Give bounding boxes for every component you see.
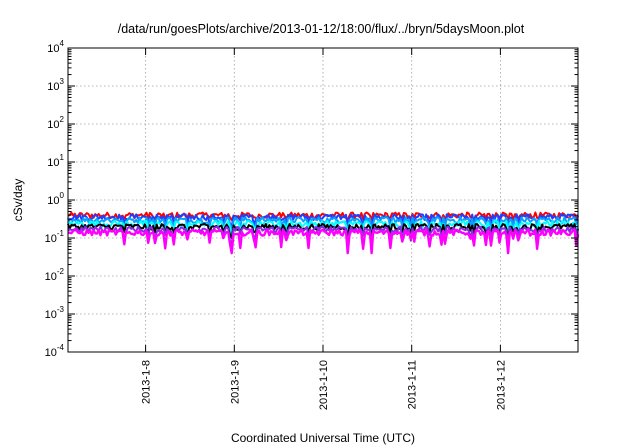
y-tick-label: 10-4 [45, 343, 65, 359]
x-tick-label: 2013-1-9 [229, 360, 241, 404]
y-tick-exponent: 4 [60, 39, 65, 48]
chart-title: /data/run/goesPlots/archive/2013-01-12/1… [118, 22, 525, 36]
y-tick-label: 104 [47, 39, 64, 55]
y-axis-label: cSv/day [11, 179, 25, 222]
x-tick-label: 2013-1-12 [495, 360, 507, 410]
series-layer [67, 211, 580, 255]
y-tick-exponent: -2 [57, 267, 65, 276]
x-tick-label: 2013-1-8 [141, 360, 153, 404]
y-tick-exponent: 2 [60, 115, 65, 124]
x-axis-label: Coordinated Universal Time (UTC) [231, 431, 415, 445]
y-tick-label: 100 [47, 191, 64, 207]
y-tick-label: 10-3 [45, 305, 65, 321]
grid [68, 48, 578, 352]
y-tick-exponent: -4 [57, 343, 65, 352]
series-line-5 [67, 222, 579, 239]
y-tick-label: 102 [47, 115, 64, 131]
y-tick-label: 10-2 [45, 267, 65, 283]
y-tick-exponent: 1 [60, 153, 65, 162]
axis-ticks [68, 47, 578, 353]
y-tick-exponent: 0 [60, 191, 65, 200]
y-tick-exponent: -3 [57, 305, 65, 314]
y-tick-exponent: 3 [60, 77, 65, 86]
x-axis-tick-labels: 2013-1-8 2013-1-9 2013-1-10 2013-1-11 2013-1… [141, 360, 508, 410]
y-tick-label: 101 [47, 153, 64, 169]
x-tick-label: 2013-1-10 [318, 360, 330, 410]
y-tick-label: 103 [47, 77, 64, 93]
y-tick-label: 10-1 [45, 229, 65, 245]
x-tick-label: 2013-1-11 [407, 360, 419, 409]
series-line-2 [67, 213, 579, 228]
y-tick-exponent: -1 [57, 229, 65, 238]
series-line-7 [67, 228, 580, 255]
